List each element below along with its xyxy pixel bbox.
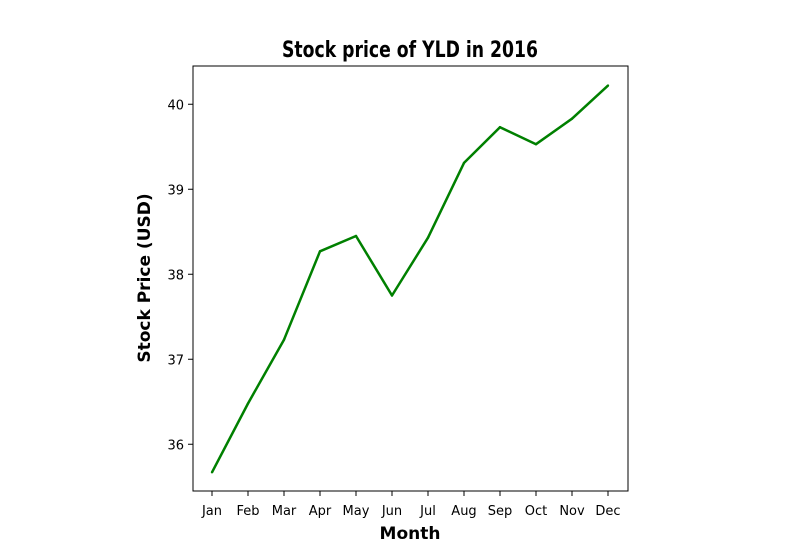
series-layer — [210, 84, 610, 474]
y-tick-label: 39 — [167, 183, 184, 198]
x-tick-label: Nov — [559, 504, 585, 519]
data-point-dec — [606, 84, 610, 87]
x-tick-label: Jun — [381, 504, 402, 519]
data-point-mar — [282, 338, 286, 341]
x-tick-label: Oct — [525, 504, 547, 519]
y-axis-label: Stock Price (USD) — [135, 193, 155, 362]
x-tick-label: Jan — [201, 504, 222, 519]
data-point-oct — [534, 143, 538, 146]
x-tick-label: Dec — [595, 504, 620, 519]
y-tick-label: 37 — [167, 353, 184, 368]
data-point-jun — [390, 294, 394, 297]
data-point-sep — [498, 126, 502, 129]
data-point-nov — [570, 117, 574, 120]
x-tick-label: Mar — [272, 504, 297, 519]
series-line — [210, 84, 609, 473]
data-point-aug — [462, 161, 466, 165]
y-axis: 36 37 38 39 40 — [167, 98, 193, 453]
x-tick-label: Feb — [236, 504, 259, 519]
x-tick-label: Apr — [309, 504, 332, 519]
data-point-jan — [210, 471, 214, 474]
data-point-may — [354, 234, 358, 238]
data-point-jul — [426, 236, 430, 239]
chart-title: Stock price of YLD in 2016 — [282, 38, 538, 63]
y-tick-label: 40 — [167, 98, 184, 113]
data-point-feb — [246, 402, 250, 405]
x-tick-label: May — [343, 504, 370, 519]
y-tick-label: 38 — [167, 268, 184, 283]
plot-frame — [192, 65, 629, 492]
x-tick-label: Jul — [419, 504, 436, 519]
data-point-apr — [318, 250, 322, 253]
x-axis-label: Month — [380, 524, 441, 544]
x-tick-label: Aug — [451, 504, 476, 519]
y-tick-label: 36 — [167, 438, 184, 453]
x-tick-label: Sep — [488, 504, 513, 519]
x-axis: Jan Feb Mar Apr May Jun Jul Aug Sep Oct Nov Dec — [201, 491, 621, 519]
